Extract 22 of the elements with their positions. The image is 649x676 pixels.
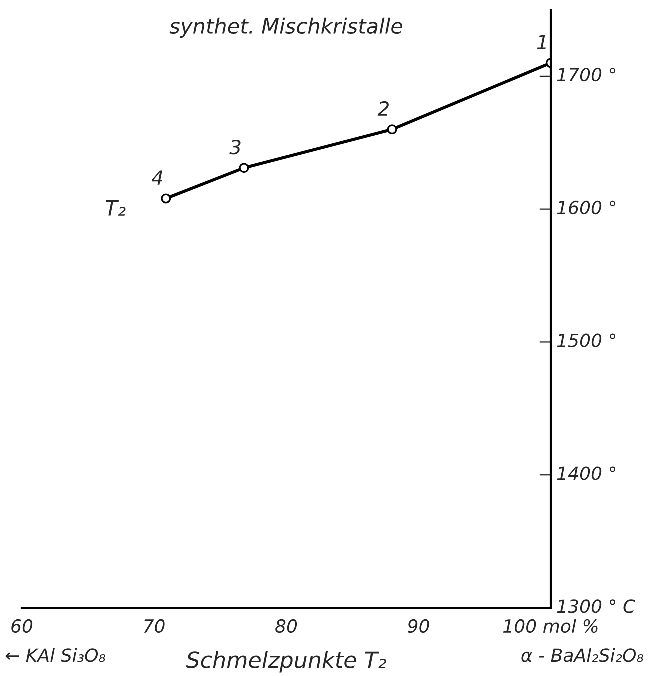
annotation: T₂: [106, 200, 126, 216]
x-axis-title: Schmelzpunkte T₂: [186, 651, 386, 673]
x-tick-label: 100 mol %: [504, 619, 598, 634]
x-tick-label: 80: [276, 619, 298, 634]
text: α - BaAl₂Si₂O₈: [522, 648, 644, 662]
annotation: 4: [152, 170, 163, 185]
point: [239, 163, 250, 174]
chart-title: synthet. Mischkristalle: [170, 18, 403, 38]
point: [161, 194, 172, 204]
y-tick-label: 1700 °: [557, 68, 616, 82]
annotation: 2: [378, 101, 389, 116]
x-tick-label: 70: [144, 619, 165, 634]
point: [387, 124, 398, 135]
text: ← KAl Si₃O₈: [6, 648, 106, 662]
x-tick-label: 90: [408, 619, 430, 634]
y-tick-label: 1500 °: [557, 334, 616, 348]
x-tick-label: 60: [12, 619, 33, 634]
y-tick-label: 1600 °: [557, 200, 616, 215]
y-tick-label: 1300 ° C: [557, 600, 636, 614]
y-tick-label: 1400 °: [557, 466, 616, 480]
annotation: 1: [537, 35, 546, 50]
annotation: 3: [230, 140, 241, 155]
